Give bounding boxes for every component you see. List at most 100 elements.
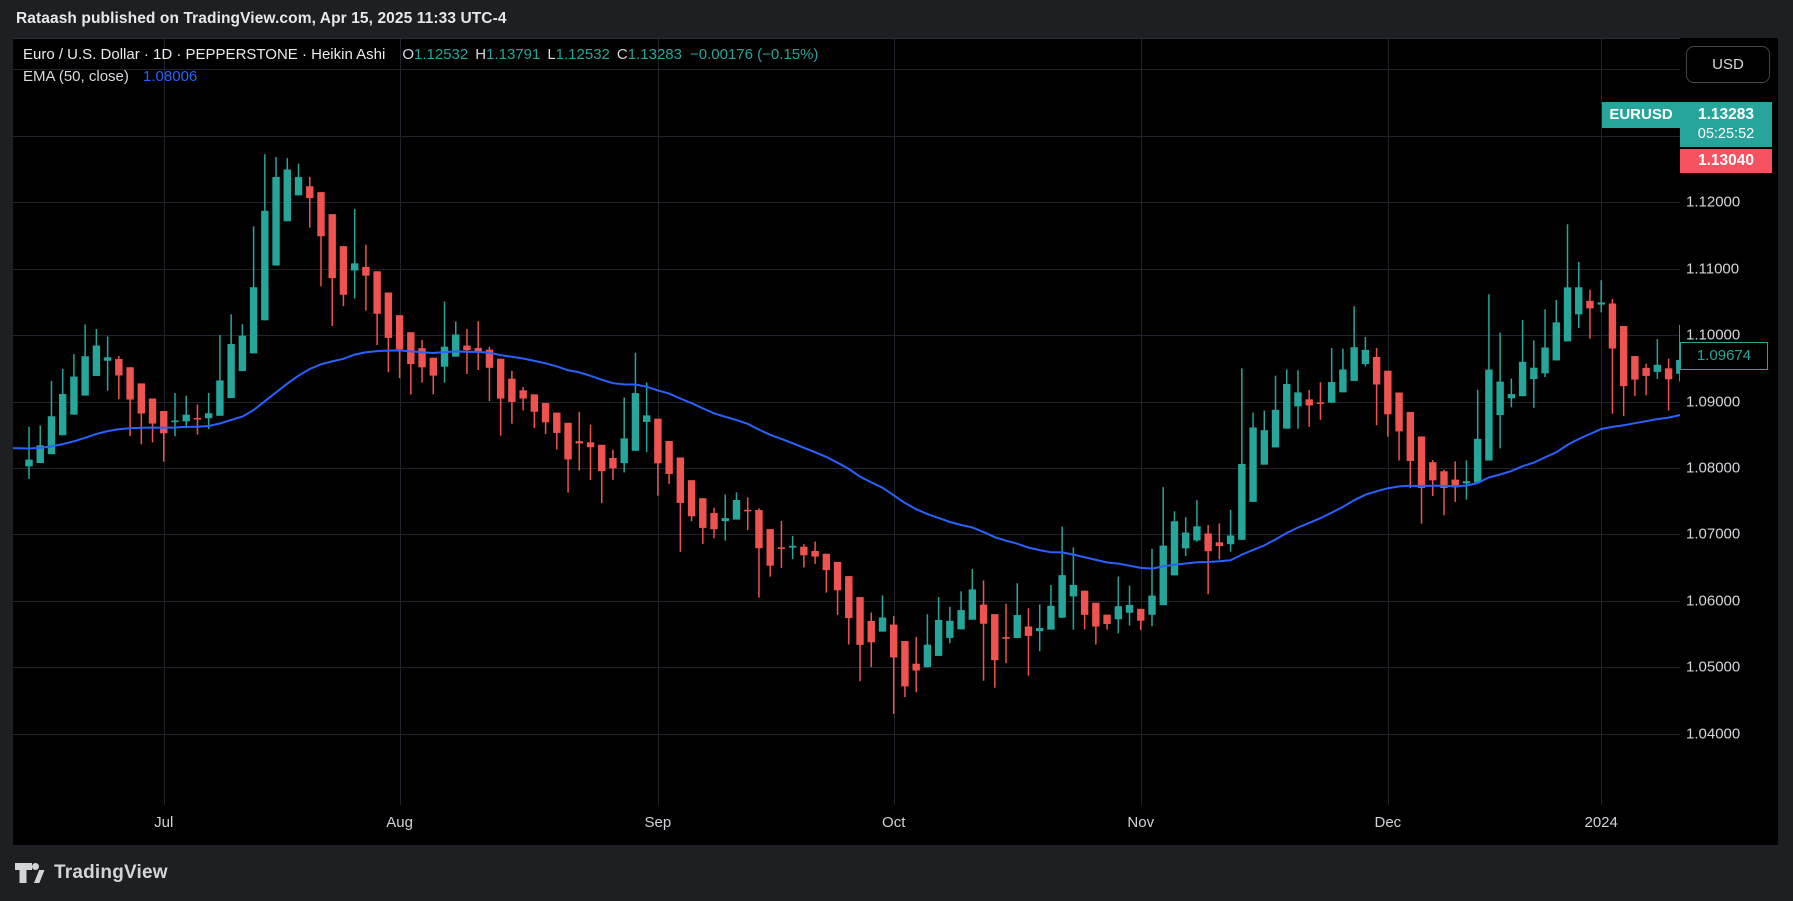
candle-body [238,335,247,372]
price-tick-label: 1.08000 [1686,459,1741,477]
currency-toggle-button[interactable]: USD [1686,46,1770,83]
candle-body [1507,394,1516,399]
candle-body [699,498,707,528]
candle-body [339,246,348,295]
candle-body [1024,626,1033,636]
grid-lines [13,38,1680,805]
candle-body [631,393,640,451]
candle-body [1002,637,1010,639]
candle-body [654,418,662,464]
candle-body [1541,347,1549,374]
price-tick-label: 1.07000 [1686,525,1741,543]
candle-body [272,176,280,266]
candle-body [92,345,101,376]
candle-body [1586,300,1594,309]
candle-body [1440,471,1448,488]
symbol-badge: EURUSD [1602,102,1680,128]
candle-body [923,644,932,668]
candle-body [744,509,752,512]
candle-body [1552,322,1560,361]
candle-body [70,376,78,415]
candle-body [968,589,977,620]
legend-indicator-row[interactable]: EMA (50, close) 1.08006 [23,66,818,88]
candle-body [979,604,988,624]
candle-body [530,394,539,412]
candle-body [867,621,875,643]
candle-body [115,359,123,376]
price-tick-label: 1.06000 [1686,592,1741,610]
price-axis[interactable]: USD 1.13283 05:25:52 1.13040 1.09674 1.1… [1680,38,1778,805]
candle-body [1294,392,1302,407]
time-axis-label-aug: Aug [386,814,413,831]
candle-body [1653,364,1662,372]
candle-body [856,597,864,645]
candle-body [721,518,729,522]
candle-body [216,380,224,416]
candle-body [1238,463,1246,540]
ohlc-values: O1.12532 H1.13791 L1.12532 C1.13283 −0.00176… [395,46,818,63]
candle-body [519,390,527,399]
legend-symbol-row[interactable]: Euro / U.S. Dollar · 1D · PEPPERSTONE · … [23,44,818,66]
candle-body [261,210,269,321]
candle-body [58,394,67,436]
candles [25,154,1695,714]
candle-body [732,499,741,520]
candle-body [1563,287,1572,342]
time-axis-label-jul: Jul [154,814,174,831]
candle-body [328,214,336,279]
last-price-badge: 1.13283 05:25:52 [1680,102,1772,147]
price-tick-label: 1.11000 [1686,260,1740,278]
candle-body [1069,584,1078,597]
tradingview-logo-icon[interactable] [14,862,45,884]
bar-countdown: 05:25:52 [1697,126,1755,142]
candle-body [1597,302,1605,305]
candle-body [1417,436,1426,488]
candle-body [833,561,842,591]
price-chart-canvas[interactable] [13,38,1778,845]
open-label: O [402,46,415,63]
change-value: −0.00176 (−0.15%) [689,46,819,63]
candle-body [182,414,190,422]
time-axis[interactable]: Jul Aug Sep Oct Nov Dec 2024 [13,805,1778,845]
candle-body [541,403,550,423]
candle-body [1226,535,1235,545]
time-axis-label-2024: 2024 [1584,814,1618,831]
candle-body [1395,392,1403,432]
candle-body [508,378,516,402]
footer-bar: TradingView [0,845,1793,901]
candle-body [642,415,651,422]
candle-body [1462,481,1471,484]
candle-body [283,169,291,222]
candle-body [609,457,617,469]
candle-body [418,348,426,368]
candle-body [586,442,595,448]
high-value: 1.13791 [486,46,541,63]
low-label: L [547,46,556,63]
candle-body [1350,347,1358,381]
candle-body [946,620,954,638]
candle-body [249,287,258,354]
candle-body [395,315,404,350]
tradingview-brand-text[interactable]: TradingView [54,862,168,883]
candle-body [1159,545,1167,606]
candle-body [148,398,157,424]
candle-body [1676,359,1684,374]
candle-body [103,357,112,361]
ema-indicator-value: 1.08006 [143,68,198,85]
candle-body [160,411,168,434]
candle-body [384,292,393,338]
candle-body [429,357,437,376]
candle-body [407,332,415,365]
candle-body [1316,402,1325,404]
candle-body [934,620,943,656]
candle-body [1530,367,1538,380]
attribution-bar: Rataash published on TradingView.com, Ap… [0,0,1793,38]
candle-body [81,356,89,396]
candle-body [474,347,482,352]
candle-body [575,441,583,444]
last-price-value: 1.13283 [1697,106,1755,123]
candle-body [306,186,314,199]
candle-body [317,192,325,237]
candle-body [1361,349,1370,365]
